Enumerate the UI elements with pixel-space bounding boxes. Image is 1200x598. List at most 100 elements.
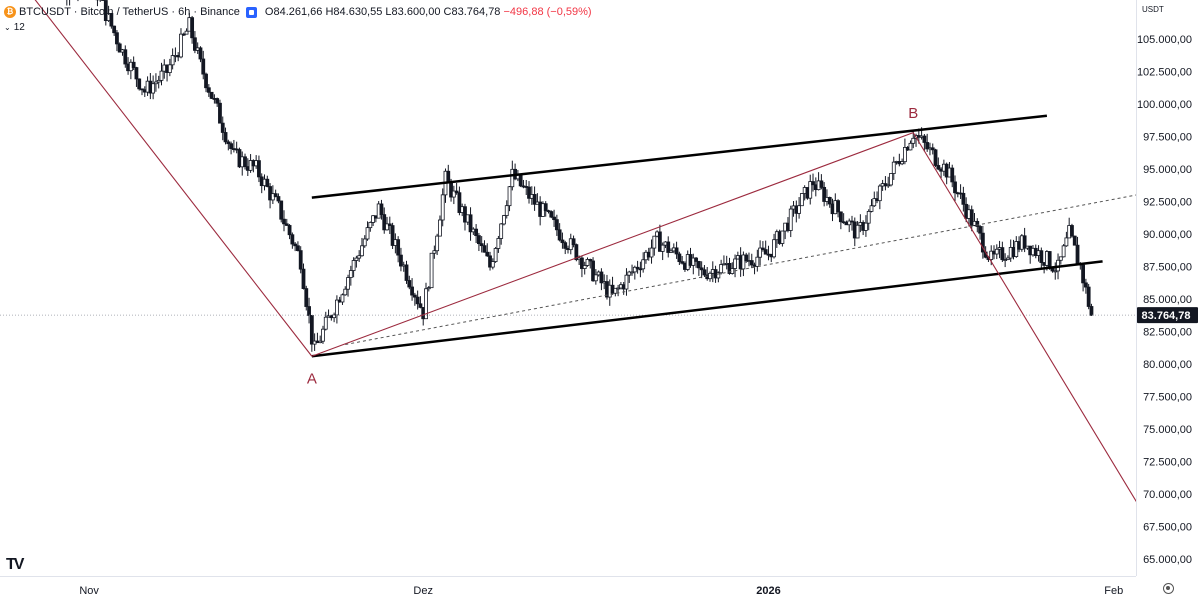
candle-up: [490, 261, 495, 268]
candle-down: [382, 214, 387, 231]
candle-up: [502, 215, 506, 225]
currency-label: USDT: [1142, 5, 1164, 14]
candle-up: [451, 190, 456, 198]
candle-down: [463, 206, 467, 223]
candle-up: [719, 264, 724, 274]
candle-down: [109, 13, 114, 27]
candle-up: [886, 184, 891, 187]
settings-gear-icon[interactable]: [1163, 583, 1174, 594]
candle-up: [624, 274, 629, 290]
candle-up: [323, 316, 328, 330]
x-tick-label: Dez: [413, 585, 433, 597]
candle-up: [780, 230, 785, 244]
candle-up: [159, 70, 164, 81]
candle-up: [151, 83, 156, 94]
candle-down: [599, 271, 604, 284]
candle-up: [630, 271, 634, 274]
candle-up: [733, 258, 737, 269]
symbol-title[interactable]: BTCUSDT · Bitcoin / TetherUS · 6h · Bina…: [19, 6, 240, 18]
y-tick-label: 92.500,00: [1143, 197, 1192, 209]
close-value: C83.764,78: [443, 6, 501, 18]
candle-up: [426, 287, 431, 290]
candle-up: [903, 147, 907, 163]
candle-down: [298, 250, 303, 270]
y-tick-label: 90.000,00: [1143, 229, 1192, 241]
candle-down: [404, 264, 409, 281]
candle-down: [112, 25, 117, 34]
candle-down: [309, 315, 314, 345]
open-value: O84.261,66: [264, 6, 323, 18]
candle-up: [649, 247, 654, 258]
candle-down: [279, 200, 284, 220]
candle-down: [399, 254, 403, 267]
candle-up: [357, 255, 362, 259]
y-tick-label: 65.000,00: [1143, 554, 1192, 566]
candle-down: [1047, 251, 1052, 269]
candle-up: [179, 33, 183, 58]
candle-up: [371, 215, 375, 223]
symbol-legend[interactable]: ₿ BTCUSDT · Bitcoin / TetherUS · 6h · Bi…: [4, 4, 592, 20]
candle-up: [716, 272, 721, 279]
candle-up: [708, 272, 712, 280]
y-tick-label: 87.500,00: [1143, 262, 1192, 274]
candle-down: [284, 223, 289, 226]
x-tick-label: Feb: [1104, 585, 1123, 597]
candle-up: [847, 220, 852, 226]
candle-up: [585, 259, 590, 266]
candle-up: [741, 254, 746, 270]
candle-up: [154, 81, 158, 85]
candle-down: [243, 156, 247, 168]
candle-down: [666, 241, 671, 253]
candle-down: [975, 220, 980, 227]
candle-down: [387, 223, 392, 226]
candle-up: [632, 266, 637, 273]
candle-up: [908, 142, 913, 151]
candle-down: [137, 78, 142, 90]
candle-down: [552, 216, 556, 221]
candle-down: [117, 43, 122, 53]
candle-up: [900, 161, 905, 165]
candle-up: [1006, 257, 1010, 260]
candle-down: [571, 238, 576, 246]
candle-down: [696, 261, 701, 269]
candle-up: [435, 235, 440, 252]
candle-down: [638, 268, 643, 271]
candle-up: [346, 277, 350, 290]
candle-up: [616, 287, 621, 290]
candle-down: [1000, 247, 1005, 261]
candle-up: [911, 137, 916, 144]
candle-up: [318, 340, 323, 344]
candle-up: [866, 210, 871, 224]
candle-up: [808, 181, 813, 199]
candle-up: [351, 260, 356, 271]
candle-down: [557, 229, 562, 241]
candle-down: [930, 147, 935, 151]
candle-down: [549, 211, 554, 218]
candle-down: [836, 200, 840, 213]
candle-down: [482, 245, 487, 253]
candle-down: [468, 214, 473, 233]
candle-up: [348, 270, 353, 278]
candle-down: [296, 245, 300, 252]
candle-up: [184, 30, 189, 35]
channel-mid-line: [345, 194, 1137, 346]
candle-up: [424, 288, 428, 320]
tradingview-logo-icon[interactable]: TV: [6, 556, 25, 573]
channel-upper-line: [311, 114, 1048, 199]
candle-up: [385, 223, 389, 231]
candle-down: [527, 186, 531, 199]
candle-down: [215, 98, 220, 104]
candle-down: [276, 196, 281, 202]
candle-down: [218, 102, 222, 124]
candle-down: [744, 254, 749, 262]
candle-down: [226, 141, 231, 145]
candle-up: [429, 252, 434, 289]
candle-down: [1089, 306, 1094, 316]
candle-down: [761, 247, 765, 250]
indicator-count: 12: [13, 22, 25, 33]
candle-down: [925, 142, 930, 150]
indicator-toggle[interactable]: ⌄ 12: [4, 22, 25, 33]
x-tick-label: Nov: [79, 585, 99, 597]
candle-down: [379, 203, 384, 215]
